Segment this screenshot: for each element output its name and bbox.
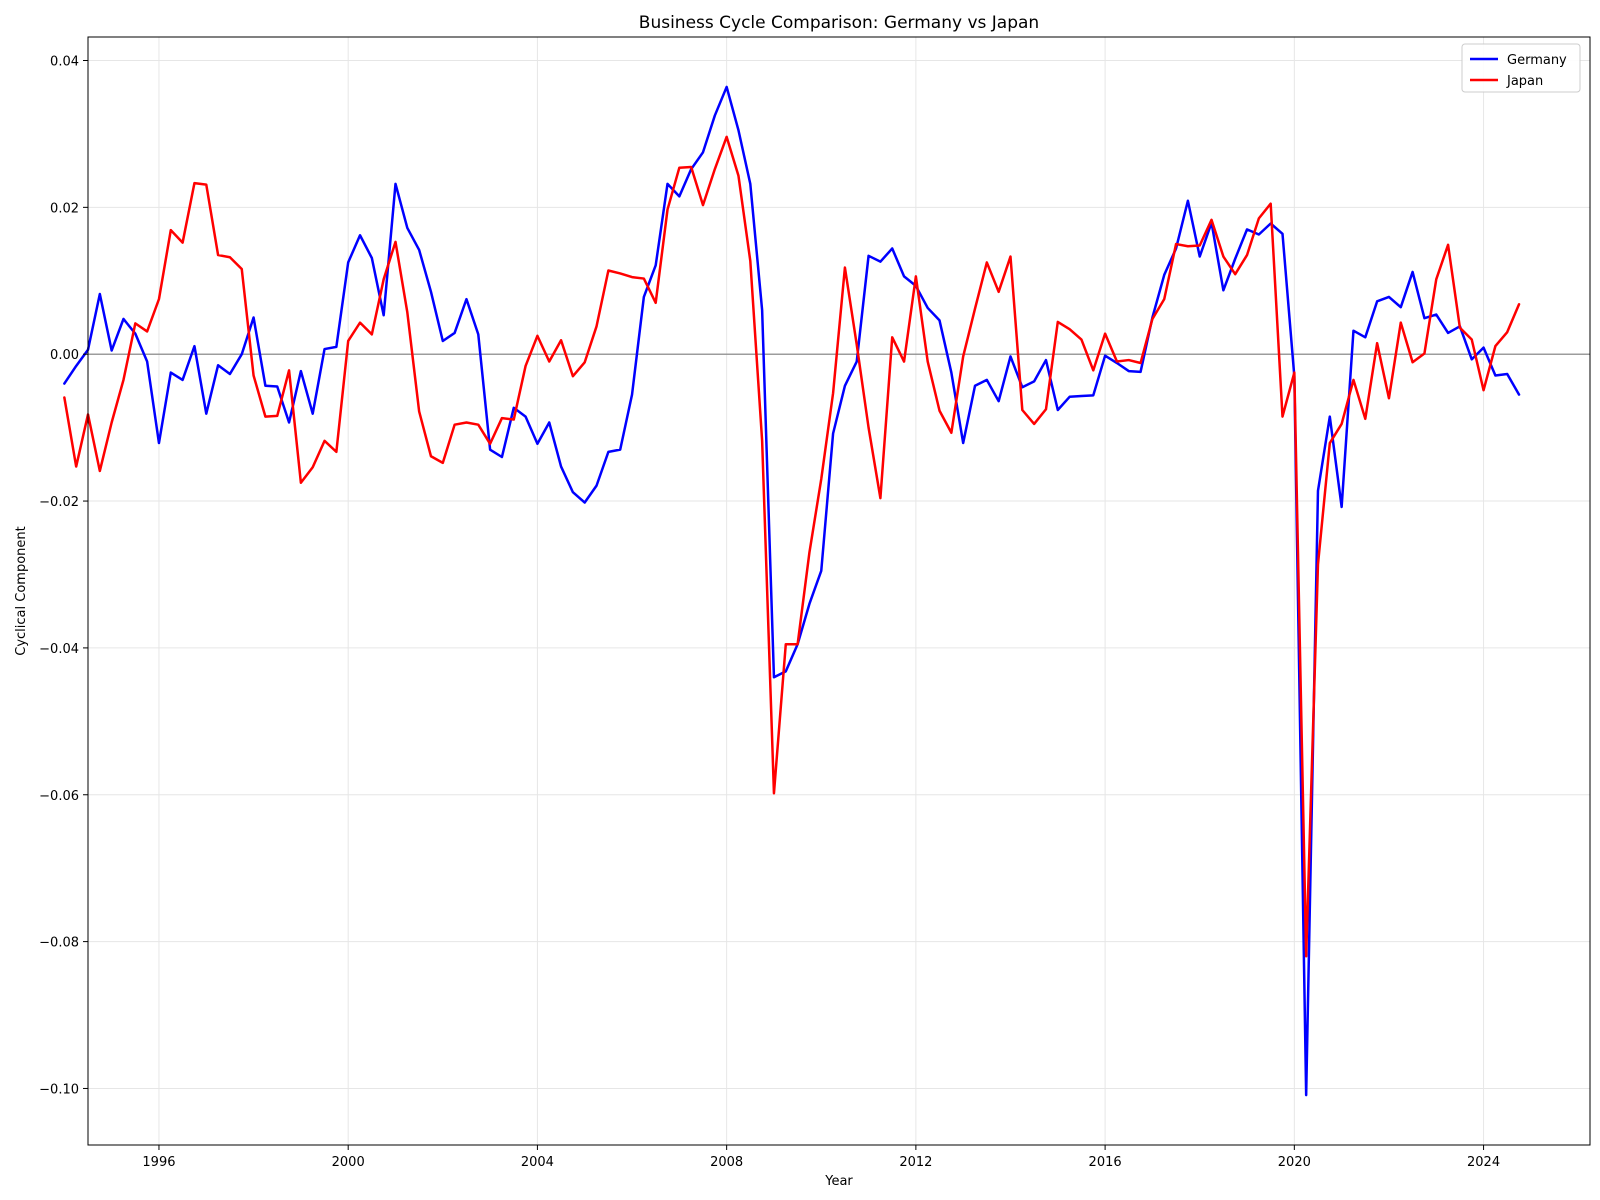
series-group bbox=[63, 85, 1521, 1097]
x-tick-label: 2016 bbox=[1089, 1155, 1122, 1170]
y-tick-label: −0.04 bbox=[39, 642, 79, 657]
plot-frame bbox=[87, 36, 1591, 1146]
x-tick-label: 2012 bbox=[899, 1155, 932, 1170]
x-axis-label: Year bbox=[824, 1174, 853, 1189]
legend-label: Germany bbox=[1507, 53, 1567, 68]
y-tick-label: 0.00 bbox=[50, 348, 79, 363]
y-tick-label: 0.04 bbox=[50, 54, 79, 69]
legend: Germany Japan bbox=[1461, 43, 1581, 93]
x-tick-label: 2004 bbox=[521, 1155, 554, 1170]
legend-label: Japan bbox=[1506, 74, 1543, 89]
chart-title: Business Cycle Comparison: Germany vs Ja… bbox=[639, 13, 1039, 33]
y-tick-label: −0.06 bbox=[39, 789, 79, 804]
series-line-japan bbox=[63, 135, 1521, 958]
y-tick-label: 0.02 bbox=[50, 201, 79, 216]
y-tick-label: −0.08 bbox=[39, 936, 79, 951]
y-axis: 0.04 0.02 0.00 −0.02 −0.04 −0.06 −0.08 −0.10 bbox=[39, 54, 88, 1097]
series-line-germany bbox=[63, 85, 1521, 1097]
x-tick-label: 2024 bbox=[1467, 1155, 1500, 1170]
y-tick-label: −0.10 bbox=[39, 1082, 79, 1097]
x-axis: 1996 2000 2004 2008 2012 2016 2020 2024 bbox=[142, 1145, 1500, 1170]
y-axis-label: Cyclical Component bbox=[14, 526, 29, 655]
x-tick-label: 2008 bbox=[710, 1155, 743, 1170]
x-tick-label: 2020 bbox=[1278, 1155, 1311, 1170]
x-tick-label: 1996 bbox=[142, 1155, 175, 1170]
y-tick-label: −0.02 bbox=[39, 495, 79, 510]
x-tick-label: 2000 bbox=[332, 1155, 365, 1170]
